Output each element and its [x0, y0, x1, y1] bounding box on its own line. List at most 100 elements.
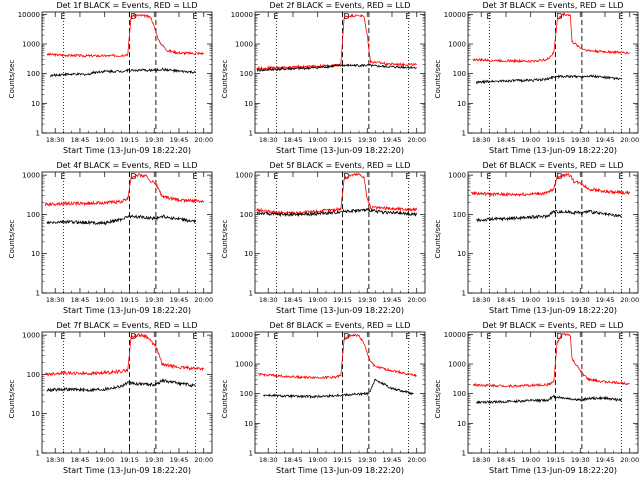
x-tick-label: 19:30: [571, 136, 590, 144]
x-axis-label: Start Time (13-Jun-09 18:22:20): [276, 306, 404, 315]
y-tick-label: 1: [462, 290, 466, 298]
marker-label: E: [192, 12, 197, 21]
y-tick-label: 10: [457, 420, 466, 428]
y-tick-label: 100: [27, 70, 40, 78]
plot-frame: [467, 11, 639, 134]
y-axis-label: Counts/sec: [221, 219, 229, 259]
y-tick-label: 10000: [444, 331, 466, 339]
y-tick-label: 100: [240, 390, 253, 398]
x-tick-label: 19:15: [120, 136, 139, 144]
panel-title: Det 8f BLACK = Events, RED = LLD: [269, 321, 411, 330]
x-tick-label: 19:45: [170, 136, 189, 144]
y-tick-label: 10000: [444, 11, 466, 19]
marker-label: E: [486, 12, 491, 21]
x-tick-label: 19:00: [521, 136, 540, 144]
panel-title: Det 4f BLACK = Events, RED = LLD: [56, 161, 198, 170]
y-axis-label: Counts/sec: [221, 59, 229, 99]
x-tick-label: 20:00: [407, 136, 426, 144]
x-tick-label: 19:15: [546, 296, 565, 304]
detector-panel: 1 10 100 1000 10000 18:30 18:45 19:00 19:15 19:30…: [2, 0, 215, 160]
events-series-line: [46, 377, 196, 393]
x-axis-label: Start Time (13-Jun-09 18:22:20): [276, 466, 404, 475]
y-axis-label: Counts/sec: [434, 379, 442, 419]
marker-label: E: [60, 332, 65, 341]
plot-frame: [41, 11, 213, 134]
y-tick-label: 10000: [18, 11, 40, 19]
x-tick-label: 20:00: [407, 456, 426, 464]
lld-series-line: [470, 172, 631, 198]
y-tick-label: 10: [31, 250, 40, 258]
x-tick-label: 18:45: [71, 136, 90, 144]
y-tick-label: 100: [27, 371, 40, 379]
x-tick-label: 19:45: [596, 296, 615, 304]
x-tick-label: 20:00: [620, 136, 639, 144]
y-tick-label: 1: [36, 130, 40, 138]
panel-title: Det 7f BLACK = Events, RED = LLD: [56, 321, 198, 330]
lld-series-line: [45, 332, 204, 377]
x-tick-label: 19:00: [95, 456, 114, 464]
x-tick-label: 19:15: [333, 136, 352, 144]
y-tick-label: 1: [249, 290, 253, 298]
x-tick-label: 19:30: [358, 136, 377, 144]
y-tick-label: 10: [244, 420, 253, 428]
marker-label: E: [60, 12, 65, 21]
marker-label: E: [405, 332, 410, 341]
x-tick-label: 18:45: [284, 456, 303, 464]
x-tick-label: 19:30: [145, 136, 164, 144]
x-tick-label: 18:30: [46, 136, 65, 144]
events-series-line: [256, 63, 417, 73]
y-tick-label: 10: [244, 100, 253, 108]
y-tick-label: 1000: [235, 172, 253, 180]
marker-label: E: [486, 332, 491, 341]
panel-chart: 1 10 100 1000 10000 18:30 18:45 19:00 19:15 19:30…: [444, 11, 639, 144]
plot-frame: [467, 331, 639, 454]
panel-chart: 1 10 100 1000 18:30 18:45 19:00 19:15 19:30 19:45…: [448, 171, 639, 304]
x-axis-label: Start Time (13-Jun-09 18:22:20): [63, 146, 191, 155]
events-series-line: [49, 67, 196, 78]
detector-panel: 1 10 100 1000 18:30 18:45 19:00 19:15 19:30 19:45…: [428, 160, 640, 320]
y-tick-label: 1000: [235, 41, 253, 49]
y-tick-label: 100: [240, 211, 253, 219]
x-tick-label: 19:15: [120, 296, 139, 304]
y-tick-label: 1000: [448, 172, 466, 180]
x-axis-label: Start Time (13-Jun-09 18:22:20): [489, 306, 617, 315]
x-tick-label: 20:00: [620, 296, 639, 304]
x-tick-label: 19:00: [95, 136, 114, 144]
marker-label: E: [405, 12, 410, 21]
y-tick-label: 10: [31, 410, 40, 418]
marker-label: E: [273, 332, 278, 341]
marker-label: E: [192, 172, 197, 181]
y-axis-label: Counts/sec: [8, 219, 16, 259]
x-tick-label: 19:15: [546, 136, 565, 144]
lld-series-line: [46, 13, 204, 58]
y-axis-label: Counts/sec: [8, 379, 16, 419]
y-tick-label: 1: [249, 130, 253, 138]
x-tick-label: 19:45: [596, 456, 615, 464]
plot-frame: [41, 171, 213, 294]
x-tick-label: 18:30: [259, 456, 278, 464]
y-tick-label: 10: [457, 250, 466, 258]
lld-series-line: [257, 333, 417, 380]
x-tick-label: 19:15: [120, 456, 139, 464]
x-tick-label: 18:45: [497, 296, 516, 304]
x-tick-label: 18:30: [472, 456, 491, 464]
x-tick-label: 18:30: [46, 296, 65, 304]
x-tick-label: 19:30: [358, 296, 377, 304]
events-series-line: [263, 378, 414, 400]
detector-panel: 1 10 100 1000 10000 18:30 18:45 19:00 19:15 19:30…: [215, 0, 428, 160]
detector-panel: 1 10 100 1000 18:30 18:45 19:00 19:15 19:30 19:45…: [215, 160, 428, 320]
plot-frame: [254, 11, 426, 134]
x-tick-label: 19:00: [308, 456, 327, 464]
detector-panel: 1 10 100 1000 18:30 18:45 19:00 19:15 19:30 19:45…: [2, 320, 215, 480]
y-tick-label: 1: [36, 450, 40, 458]
x-tick-label: 19:45: [170, 456, 189, 464]
events-series-line: [476, 209, 622, 223]
plot-frame: [467, 171, 639, 294]
panel-chart: 1 10 100 1000 18:30 18:45 19:00 19:15 19:30 19:45…: [235, 171, 426, 304]
marker-label: D: [556, 332, 562, 341]
y-axis-label: Counts/sec: [221, 379, 229, 419]
y-tick-label: 1000: [22, 332, 40, 340]
x-tick-label: 19:00: [521, 296, 540, 304]
x-tick-label: 19:45: [383, 136, 402, 144]
